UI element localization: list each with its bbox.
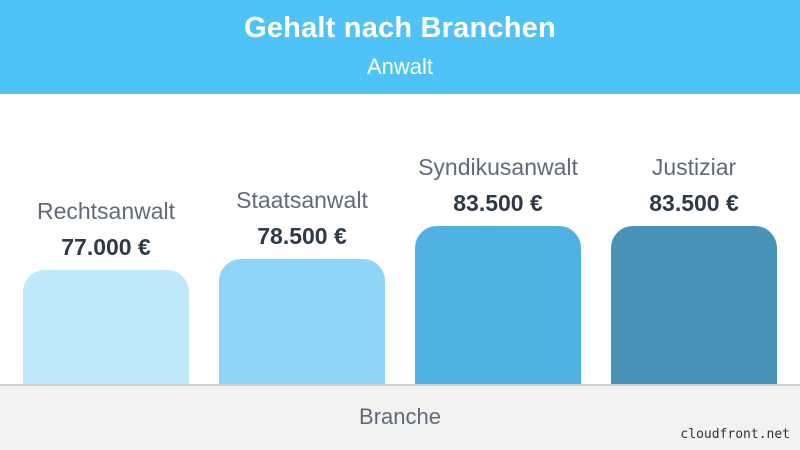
bar-value-label: 83.500 € bbox=[453, 189, 543, 216]
chart-header: Gehalt nach Branchen Anwalt bbox=[0, 0, 800, 94]
category-label: Rechtsanwalt bbox=[36, 197, 176, 224]
plot-area: 77.000 € Rechtsanwalt 78.500 € Staatsanwalt… bbox=[0, 94, 800, 384]
category-label: Staatsanwalt bbox=[236, 187, 368, 214]
watermark: cloudfront.net bbox=[680, 427, 790, 442]
category-label: Justiziar bbox=[651, 153, 737, 180]
bar-rechtsanwalt bbox=[23, 269, 189, 384]
bar-value-label: 78.500 € bbox=[257, 223, 347, 250]
chart-title: Gehalt nach Branchen bbox=[244, 12, 556, 44]
bar-value-label: 83.500 € bbox=[649, 189, 739, 216]
bar-value-label: 77.000 € bbox=[61, 233, 151, 260]
bar-syndikusanwalt bbox=[415, 225, 581, 384]
bar-justiziar bbox=[611, 225, 777, 384]
category-label: Syndikusanwalt bbox=[418, 153, 578, 180]
chart-subtitle: Anwalt bbox=[366, 54, 434, 79]
x-axis-band: Branche cloudfront.net bbox=[0, 384, 800, 450]
x-axis-label: Branche bbox=[359, 404, 441, 429]
bar-staatsanwalt bbox=[219, 259, 385, 384]
